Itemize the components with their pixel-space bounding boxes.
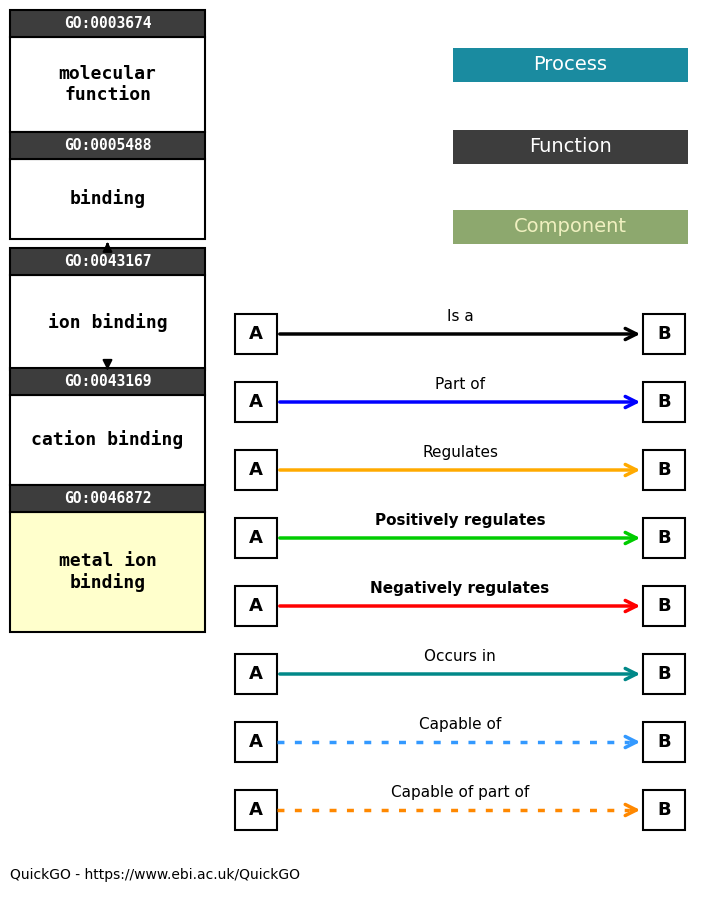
Text: Capable of part of: Capable of part of xyxy=(391,785,529,800)
FancyBboxPatch shape xyxy=(643,586,685,626)
Text: binding: binding xyxy=(69,189,145,208)
FancyBboxPatch shape xyxy=(10,159,205,239)
FancyBboxPatch shape xyxy=(235,382,277,422)
FancyBboxPatch shape xyxy=(235,450,277,490)
Text: A: A xyxy=(249,665,263,683)
Text: Negatively regulates: Negatively regulates xyxy=(371,581,550,596)
Text: Component: Component xyxy=(514,217,627,236)
FancyBboxPatch shape xyxy=(10,10,205,37)
Text: GO:0005488: GO:0005488 xyxy=(64,138,151,153)
FancyBboxPatch shape xyxy=(10,368,205,395)
Text: Regulates: Regulates xyxy=(422,445,498,460)
Text: Positively regulates: Positively regulates xyxy=(375,513,545,528)
Text: A: A xyxy=(249,733,263,751)
FancyBboxPatch shape xyxy=(643,722,685,762)
Text: A: A xyxy=(249,529,263,547)
Text: GO:0003674: GO:0003674 xyxy=(64,16,151,31)
Text: Occurs in: Occurs in xyxy=(424,649,496,664)
FancyBboxPatch shape xyxy=(453,48,688,82)
Text: Function: Function xyxy=(529,137,612,157)
FancyBboxPatch shape xyxy=(453,210,688,244)
Text: Process: Process xyxy=(534,56,607,75)
Text: B: B xyxy=(657,597,671,615)
Text: A: A xyxy=(249,597,263,615)
FancyBboxPatch shape xyxy=(10,395,205,485)
FancyBboxPatch shape xyxy=(643,314,685,354)
FancyBboxPatch shape xyxy=(235,314,277,354)
Text: A: A xyxy=(249,801,263,819)
Text: B: B xyxy=(657,801,671,819)
Text: A: A xyxy=(249,461,263,479)
FancyBboxPatch shape xyxy=(10,275,205,370)
Text: QuickGO - https://www.ebi.ac.uk/QuickGO: QuickGO - https://www.ebi.ac.uk/QuickGO xyxy=(10,868,300,882)
Text: B: B xyxy=(657,325,671,343)
FancyBboxPatch shape xyxy=(10,485,205,512)
FancyBboxPatch shape xyxy=(235,722,277,762)
Text: metal ion
binding: metal ion binding xyxy=(58,552,157,592)
Text: B: B xyxy=(657,393,671,411)
Text: GO:0046872: GO:0046872 xyxy=(64,491,151,506)
FancyBboxPatch shape xyxy=(235,586,277,626)
FancyBboxPatch shape xyxy=(643,790,685,830)
Text: molecular
function: molecular function xyxy=(58,65,157,104)
Text: Capable of: Capable of xyxy=(419,717,501,732)
Text: Part of: Part of xyxy=(435,377,485,392)
Text: Is a: Is a xyxy=(446,309,473,324)
FancyBboxPatch shape xyxy=(10,37,205,132)
Text: B: B xyxy=(657,529,671,547)
FancyBboxPatch shape xyxy=(643,450,685,490)
Text: A: A xyxy=(249,325,263,343)
FancyBboxPatch shape xyxy=(643,382,685,422)
FancyBboxPatch shape xyxy=(10,512,205,632)
Text: ion binding: ion binding xyxy=(48,313,167,332)
Text: A: A xyxy=(249,393,263,411)
Text: GO:0043169: GO:0043169 xyxy=(64,374,151,389)
Text: B: B xyxy=(657,733,671,751)
FancyBboxPatch shape xyxy=(235,654,277,694)
FancyBboxPatch shape xyxy=(10,132,205,159)
Text: GO:0043167: GO:0043167 xyxy=(64,254,151,269)
FancyBboxPatch shape xyxy=(10,248,205,275)
FancyBboxPatch shape xyxy=(235,790,277,830)
FancyBboxPatch shape xyxy=(235,518,277,558)
FancyBboxPatch shape xyxy=(453,130,688,164)
Text: cation binding: cation binding xyxy=(32,430,184,449)
FancyBboxPatch shape xyxy=(643,654,685,694)
Text: B: B xyxy=(657,461,671,479)
FancyBboxPatch shape xyxy=(643,518,685,558)
Text: B: B xyxy=(657,665,671,683)
